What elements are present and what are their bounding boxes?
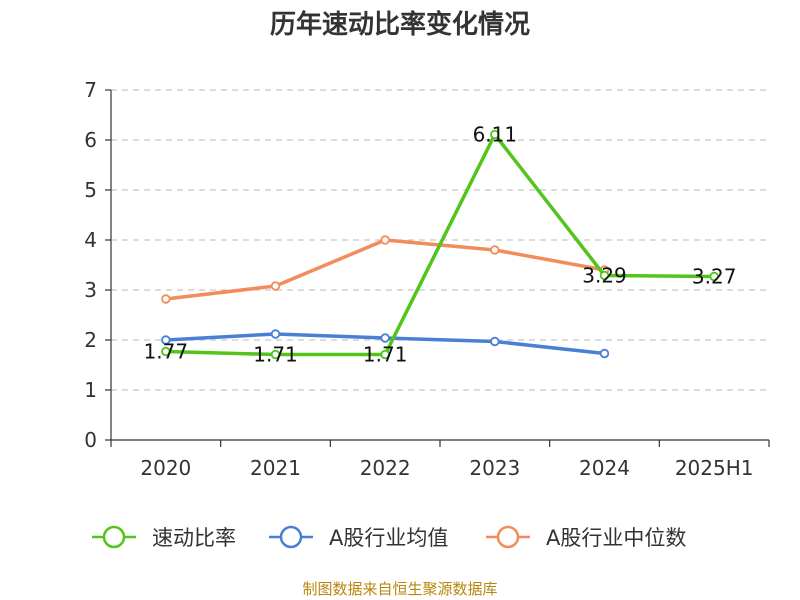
data-label: 1.71 [253,343,298,367]
x-tick-label: 2022 [360,456,411,480]
data-label: 1.71 [363,343,408,367]
y-tick-label: 1 [84,378,97,402]
series-2 [161,329,610,359]
legend-marker [279,525,303,549]
series-3 [161,235,610,304]
data-point [380,349,390,360]
data-point [270,329,281,339]
y-tick-label: 7 [84,78,97,102]
data-point [490,336,500,347]
legend: 速动比率 A股行业均值 A股行业中位数 [92,525,686,550]
x-tick-label: 2023 [469,456,520,480]
legend-label: 速动比率 [152,526,236,550]
x-tick-label: 2024 [579,456,630,480]
data-point [161,335,171,345]
legend-label: A股行业均值 [329,526,448,550]
chart-title: 历年速动比率变化情况 [270,9,530,40]
y-tick-label: 5 [84,178,97,202]
gridlines [111,89,769,391]
legend-item-1: 速动比率 [92,525,236,550]
data-point [709,271,719,282]
data-point [490,245,500,255]
y-tick-label: 2 [84,328,97,352]
axes: 0 1 2 3 4 5 6 7 2020 2021 2022 2023 2024 2025H1 [84,78,770,480]
y-tick-label: 4 [84,228,97,252]
x-tick-label: 2025H1 [675,456,754,480]
data-label: 1.77 [144,340,189,364]
data-point [270,349,281,360]
series-layer [161,129,719,360]
y-tick-label: 3 [84,278,97,302]
data-point [270,281,281,291]
data-label: 3.27 [692,265,737,289]
data-point [380,333,390,343]
legend-label: A股行业中位数 [546,526,686,550]
y-tick-label: 0 [84,428,97,452]
series-line [165,132,715,357]
legend-item-2: A股行业均值 [269,525,448,550]
source-note: 制图数据来自恒生聚源数据库 [302,580,497,598]
legend-marker [102,525,126,549]
legend-marker [496,525,520,549]
y-tick-label: 6 [84,128,97,152]
x-tick-label: 2020 [140,456,191,480]
data-point [490,129,500,140]
data-point [599,270,610,281]
series-line [165,238,605,301]
data-point [599,348,610,359]
data-point [161,294,171,304]
data-label: 6.11 [473,123,518,147]
data-point [161,346,171,357]
data-point [380,235,390,245]
data-label: 3.29 [582,264,627,288]
data-labels: 1.77 1.71 1.71 6.11 3.29 3.27 [144,123,737,367]
legend-item-3: A股行业中位数 [486,525,686,550]
x-tick-label: 2021 [250,456,301,480]
series-1 [161,129,719,360]
